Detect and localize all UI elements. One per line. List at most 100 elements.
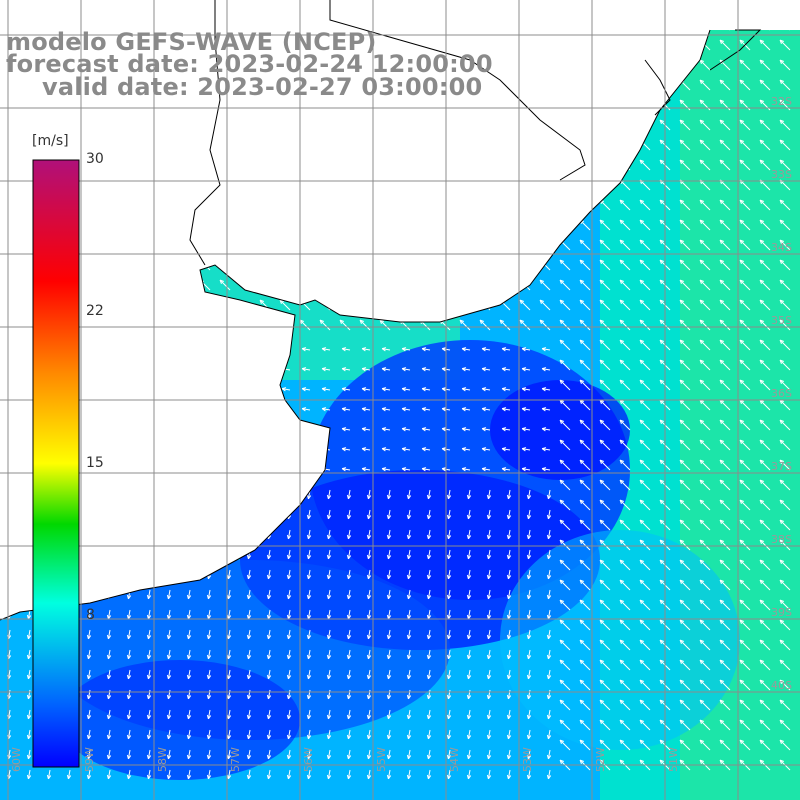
wind-arrow <box>526 489 532 500</box>
wind-arrow <box>679 239 691 251</box>
wind-arrow <box>501 447 511 452</box>
wind-arrow <box>739 679 751 691</box>
wind-arrow <box>759 639 771 651</box>
wind-arrow <box>386 689 392 700</box>
colorbar-tick: 30 <box>86 151 104 167</box>
wind-arrow <box>361 367 371 372</box>
wind-arrow <box>326 489 332 500</box>
wind-arrow <box>126 709 132 720</box>
wind-arrow <box>779 559 791 571</box>
wind-arrow <box>526 609 532 620</box>
wind-arrow <box>579 619 591 631</box>
wind-arrow <box>546 749 552 760</box>
wind-arrow <box>486 689 492 700</box>
wind-arrow <box>501 427 511 432</box>
wind-arrow <box>759 199 771 211</box>
wind-arrow <box>699 439 711 451</box>
wind-arrow <box>521 387 531 392</box>
wind-arrow <box>739 579 751 591</box>
wind-arrow <box>619 479 631 491</box>
wind-arrow <box>421 427 431 432</box>
wind-arrow <box>186 669 192 680</box>
wind-arrow <box>86 629 92 640</box>
wind-arrow <box>386 649 392 660</box>
wind-arrow <box>479 319 491 331</box>
wind-arrow <box>699 579 711 591</box>
wind-arrow <box>146 649 152 660</box>
wind-arrow <box>759 379 771 391</box>
wind-arrow <box>699 199 711 211</box>
wind-arrow <box>26 689 32 700</box>
wind-arrow <box>301 407 311 412</box>
wind-arrow <box>446 609 452 620</box>
wind-arrow <box>106 689 112 700</box>
wind-arrow <box>486 609 492 620</box>
wind-arrow <box>719 199 731 211</box>
wind-arrow <box>759 119 771 131</box>
wind-arrow <box>719 359 731 371</box>
wind-arrow <box>719 579 731 591</box>
wind-arrow <box>466 569 472 580</box>
wind-arrow <box>559 299 571 311</box>
wind-arrow <box>579 419 591 431</box>
wind-arrow <box>146 629 152 640</box>
wind-arrow <box>539 299 551 311</box>
wind-arrow <box>226 749 232 760</box>
wind-arrow <box>506 529 512 540</box>
wind-arrow <box>521 407 531 412</box>
wind-arrow <box>486 509 492 520</box>
wind-arrow <box>246 609 252 620</box>
wind-arrow <box>779 259 791 271</box>
wind-arrow <box>719 499 731 511</box>
wind-arrow <box>459 319 471 331</box>
wind-arrow <box>779 339 791 351</box>
wind-arrow <box>779 319 791 331</box>
wind-arrow <box>306 669 312 680</box>
wind-arrow <box>246 769 252 780</box>
wind-arrow <box>559 359 571 371</box>
wind-arrow <box>546 509 552 520</box>
wind-arrow <box>499 319 511 331</box>
wind-arrow <box>306 609 312 620</box>
wind-arrow <box>406 709 412 720</box>
wind-arrow <box>481 387 491 392</box>
wind-arrow <box>699 539 711 551</box>
wind-arrow <box>246 569 252 580</box>
wind-arrow <box>719 459 731 471</box>
wind-arrow <box>599 299 611 311</box>
wind-arrow <box>446 749 452 760</box>
wind-arrow <box>326 749 332 760</box>
wind-arrow <box>639 379 651 391</box>
wind-arrow <box>619 659 631 671</box>
latitude-label: 40S <box>771 679 792 692</box>
wind-arrow <box>481 347 491 352</box>
wind-arrow <box>286 649 292 660</box>
wind-arrow <box>559 619 571 631</box>
longitude-label: 55W <box>375 747 388 772</box>
wind-arrow <box>466 649 472 660</box>
wind-arrow <box>466 769 472 780</box>
wind-arrow <box>226 669 232 680</box>
wind-arrow <box>779 659 791 671</box>
wind-arrow <box>321 387 331 392</box>
wind-arrow <box>361 407 371 412</box>
wind-arrow <box>759 139 771 151</box>
wind-arrow <box>599 499 611 511</box>
wind-arrow <box>346 629 352 640</box>
wind-arrow <box>506 489 512 500</box>
wind-arrow <box>326 629 332 640</box>
wind-arrow <box>679 559 691 571</box>
wind-arrow <box>341 467 351 472</box>
latitude-label: 37S <box>771 460 792 473</box>
wind-arrow <box>521 467 531 472</box>
wind-arrow <box>719 439 731 451</box>
wind-arrow <box>739 639 751 651</box>
wind-arrow <box>506 669 512 680</box>
wind-arrow <box>599 739 611 751</box>
wind-arrow <box>401 407 411 412</box>
wind-arrow <box>619 699 631 711</box>
wind-arrow <box>579 459 591 471</box>
wind-arrow <box>466 689 472 700</box>
wind-arrow <box>366 689 372 700</box>
wind-arrow <box>639 499 651 511</box>
